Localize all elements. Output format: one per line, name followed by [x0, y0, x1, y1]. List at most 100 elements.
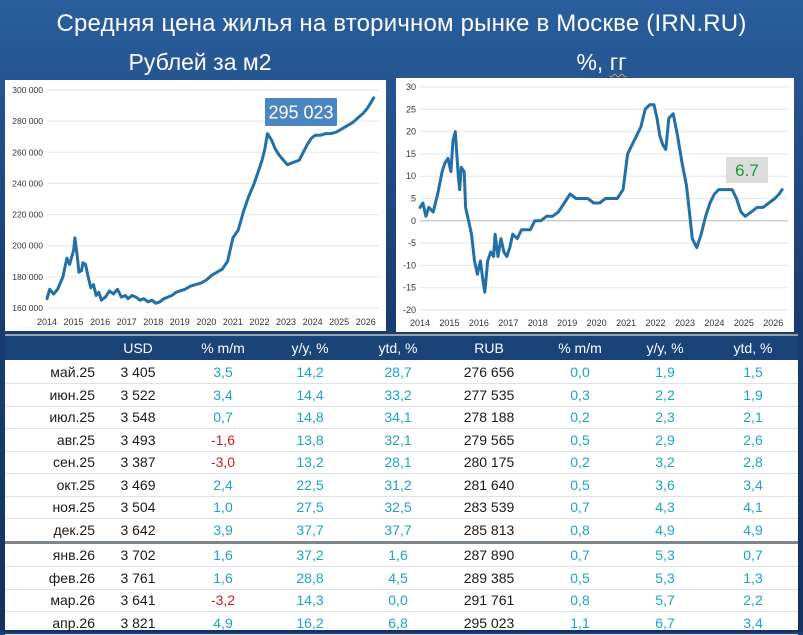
table-cell: 3,2	[655, 454, 675, 470]
table-cell: 3,6	[655, 476, 675, 493]
price-table: USD % m/m y/y, % ytd, % RUB % m/m y/y, % ytd, %…	[5, 334, 798, 635]
table-cell: 37,2	[296, 547, 324, 563]
table-cell: 1,3	[743, 569, 763, 586]
chart1-x-tick-label: 2022	[646, 318, 666, 328]
table-row: дек.25 3 642 3,9 37,7 37,7 285 813 0,8 4,9 4,9	[5, 519, 798, 542]
chart0-x-tick-label: 2025	[329, 317, 349, 327]
chart1-y-tick-label: 10	[406, 171, 416, 181]
table-header-cell: % m/m	[201, 340, 245, 356]
table-cell: 33,2	[384, 386, 412, 403]
table-cell-month: июл.25	[49, 409, 95, 425]
table-cell: 4,5	[388, 569, 408, 586]
table-cell: 279 565	[463, 431, 515, 448]
chart0-y-tick-label: 160 000	[12, 303, 43, 313]
chart1-callout-box	[726, 157, 768, 183]
table-cell: 14,4	[296, 386, 324, 403]
table-cell: 14,2	[296, 364, 324, 380]
table-cell: 0,3	[570, 386, 590, 403]
table-cell: 0,7	[570, 499, 590, 515]
chart0-y-tick-label: 220 000	[12, 210, 43, 220]
table-cell: 5,3	[655, 547, 675, 563]
table-cell: -1,6	[210, 431, 236, 448]
table-cell: 3 702	[120, 547, 156, 563]
table-cell: 285 813	[463, 521, 515, 538]
table-cell: 3 761	[120, 569, 156, 586]
table-cell: 0,5	[570, 431, 590, 448]
table-cell: 277 535	[463, 386, 515, 403]
table-cell: 16,2	[296, 614, 324, 631]
table-cell: 276 656	[463, 364, 515, 380]
chart1-y-tick-label: 20	[406, 127, 416, 137]
table-row: июн.25 3 522 3,4 14,4 33,2 277 535 0,3 2,2 1,9	[5, 384, 798, 407]
table-cell: 3,4	[213, 386, 233, 403]
table-cell: 1,6	[213, 569, 233, 586]
chart1-y-tick-label: 30	[406, 82, 416, 92]
chart0-x-tick-label: 2017	[117, 317, 137, 327]
table-cell: 278 188	[463, 409, 515, 425]
table-cell: 3 504	[120, 499, 156, 515]
table-cell: 6,7	[655, 614, 675, 631]
table-cell: 27,5	[296, 499, 324, 515]
table-cell: 3,4	[743, 614, 763, 631]
table-row: май.25 3 405 3,5 14,2 28,7 276 656 0,0 1,9 1,5	[5, 361, 798, 384]
table-cell: 283 539	[463, 499, 515, 515]
chart1-y-tick-label: 5	[411, 194, 416, 204]
table-cell: 2,6	[743, 431, 763, 448]
table-header-cell: y/y, %	[646, 340, 684, 356]
table-cell: 3 641	[120, 592, 156, 608]
table-header-cell: RUB	[474, 340, 504, 356]
table-cell: 2,8	[743, 454, 763, 470]
table-cell-month: апр.26	[52, 614, 95, 631]
table-cell: 0,8	[570, 592, 590, 608]
table-cell: 1,9	[743, 386, 763, 403]
table-cell: 3 405	[120, 364, 156, 380]
chart1-x-tick-label: 2016	[469, 318, 489, 328]
table-cell-month: фев.26	[48, 569, 95, 586]
table-row: июл.25 3 548 0,7 14,8 34,1 278 188 0,2 2,3 2,1	[5, 406, 798, 429]
chart0-x-tick-label: 2019	[170, 317, 190, 327]
table-row: авг.25 3 493 -1,6 13,8 32,1 279 565 0,5 2,9 2,6	[5, 429, 798, 452]
table-cell: 0,0	[570, 364, 590, 380]
table-cell: 0,8	[570, 521, 590, 538]
chart0-y-tick-label: 240 000	[12, 178, 43, 188]
price-chart-panel: 160 000 180 000 200 000 220 000 240 000 260 0…	[5, 80, 386, 331]
table-cell: 2,4	[213, 476, 233, 493]
table-cell: 1,6	[213, 547, 233, 563]
table-cell-month: июн.25	[49, 386, 95, 403]
chart0-x-tick-label: 2026	[356, 317, 376, 327]
table-cell: 22,5	[296, 476, 324, 493]
left-chart-title: Рублей за м2	[128, 49, 272, 75]
table-cell: 2,2	[655, 386, 675, 403]
price-chart: 160 000 180 000 200 000 220 000 240 000 260 0…	[12, 85, 379, 327]
table-cell-month: мар.26	[50, 592, 95, 608]
table-cell: 3 387	[120, 454, 156, 470]
table-cell: 5,7	[655, 592, 675, 608]
right-chart-title: %, гг	[400, 46, 803, 78]
table-cell: 3 469	[120, 476, 156, 493]
table-cell: 0,2	[570, 409, 590, 425]
table-cell: 0,5	[570, 476, 590, 493]
chart1-y-tick-label: -20	[403, 305, 416, 315]
table-cell: 3 493	[120, 431, 156, 448]
table-cell: 0,0	[388, 592, 408, 608]
table-cell-month: сен.25	[53, 454, 95, 470]
chart0-x-tick-label: 2014	[37, 317, 57, 327]
table-row: фев.26 3 761 1,6 28,8 4,5 289 385 0,5 5,3 1,3	[5, 567, 798, 590]
table-cell: -3,0	[210, 454, 236, 470]
table-cell: 28,7	[384, 364, 412, 380]
table-cell: 32,5	[384, 499, 412, 515]
table-cell: 3 821	[120, 614, 156, 631]
chart1-x-tick-label: 2015	[439, 318, 459, 328]
chart0-y-tick-label: 300 000	[12, 85, 43, 95]
chart0-x-tick-label: 2016	[90, 317, 110, 327]
table-cell: 32,1	[384, 431, 412, 448]
table-cell: 3 522	[120, 386, 156, 403]
table-cell: 13,8	[296, 431, 324, 448]
chart0-x-tick-label: 2021	[223, 317, 243, 327]
table-cell: 31,2	[384, 476, 412, 493]
table-cell: 4,3	[655, 499, 675, 515]
table-row: мар.26 3 641 -3,2 14,3 0,0 291 761 0,8 5,7 2,2	[5, 589, 798, 612]
chart0-x-tick-label: 2022	[249, 317, 269, 327]
table-cell: 280 175	[463, 454, 515, 470]
